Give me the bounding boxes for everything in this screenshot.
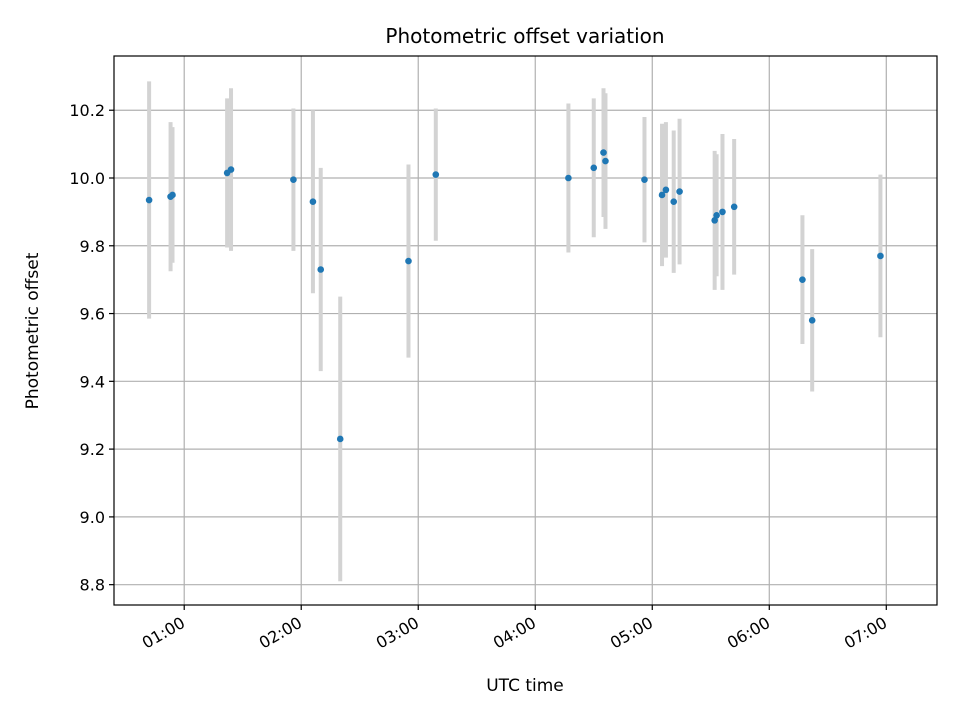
data-point <box>227 166 235 173</box>
data-point <box>713 211 720 219</box>
y-tick-label: 9.2 <box>80 440 105 459</box>
data-point <box>658 191 666 199</box>
data-point <box>641 176 648 183</box>
data-point <box>145 196 153 204</box>
y-tick-label: 9.4 <box>80 372 105 391</box>
data-point <box>336 435 344 443</box>
y-tick-label: 9.0 <box>80 508 105 527</box>
x-axis-title: UTC time <box>486 676 564 696</box>
y-tick-label: 10.2 <box>69 101 105 120</box>
grid <box>114 56 937 605</box>
data-point <box>799 276 806 283</box>
data-point <box>662 186 670 194</box>
y-tick-label: 10.0 <box>69 169 105 188</box>
y-axis: 8.8 9.0 9.2 9.4 9.6 9.8 10.0 10.2 <box>69 101 114 595</box>
data-points <box>145 149 884 443</box>
data-point <box>317 266 325 273</box>
y-tick-label: 8.8 <box>80 576 105 595</box>
data-point <box>309 198 317 206</box>
plot-frame <box>113 55 938 606</box>
data-point <box>432 171 440 178</box>
data-point <box>730 203 738 211</box>
data-point <box>600 149 607 156</box>
y-tick-label: 9.6 <box>80 305 105 324</box>
y-axis-title: Photometric offset <box>23 252 43 409</box>
data-point <box>719 208 726 216</box>
data-point <box>711 217 718 224</box>
data-point <box>290 176 297 183</box>
data-point <box>565 174 572 182</box>
y-tick-label: 9.8 <box>80 237 105 256</box>
data-point <box>670 198 678 206</box>
data-point <box>602 157 609 165</box>
data-point <box>169 191 176 199</box>
data-point <box>877 252 884 260</box>
data-point <box>676 188 683 195</box>
data-point <box>405 257 412 265</box>
data-point <box>808 317 816 324</box>
data-point <box>590 164 598 172</box>
chart-title: Photometric offset variation <box>385 24 664 48</box>
